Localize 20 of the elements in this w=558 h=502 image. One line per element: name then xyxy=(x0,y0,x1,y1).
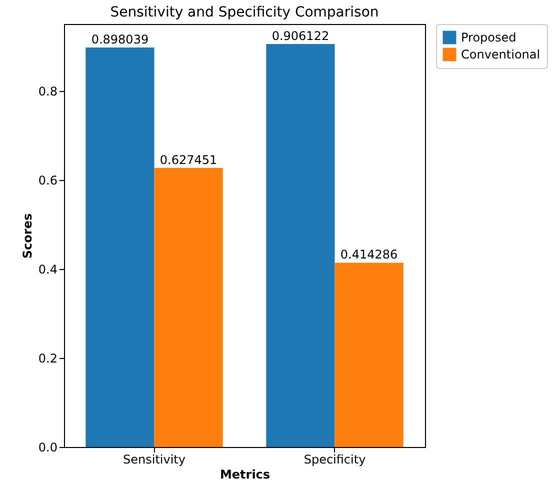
y-tick-label: 0.6 xyxy=(38,174,58,188)
x-axis-title: Metrics xyxy=(220,468,270,482)
x-tick-label: Sensitivity xyxy=(123,452,186,466)
legend-label: Proposed xyxy=(461,30,516,44)
bar xyxy=(334,262,404,447)
y-tick-label: 0.8 xyxy=(38,84,58,99)
y-axis-title: Scores xyxy=(20,213,34,259)
chart-title: Sensitivity and Specificity Comparison xyxy=(110,4,379,20)
y-tick-label: 0.0 xyxy=(38,440,58,454)
legend-label: Conventional xyxy=(461,48,540,62)
x-tick-label: Specificity xyxy=(304,452,366,466)
y-tick-label: 0.4 xyxy=(38,262,58,277)
bar xyxy=(86,48,154,447)
bar xyxy=(266,44,335,447)
data-label: 0.906122 xyxy=(272,28,330,43)
y-tick-label: 0.2 xyxy=(38,352,58,366)
data-label: 0.627451 xyxy=(160,152,218,167)
data-label: 0.898039 xyxy=(91,32,149,47)
data-label: 0.414286 xyxy=(340,248,398,262)
bar xyxy=(154,168,223,447)
